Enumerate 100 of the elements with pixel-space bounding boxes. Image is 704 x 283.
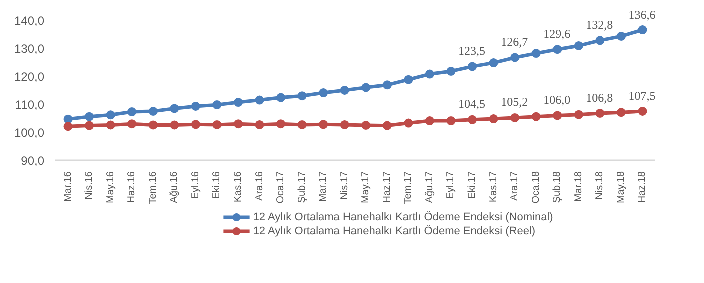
point <box>616 32 626 41</box>
point <box>128 120 137 129</box>
data-label: 132,8 <box>586 18 614 34</box>
point <box>255 96 264 105</box>
point <box>106 110 116 120</box>
point <box>255 120 264 130</box>
point <box>170 120 180 130</box>
x-tick-label: Şub.18 <box>552 171 564 204</box>
x-tick-label: Haz.16 <box>126 171 138 204</box>
x-tick-label: May.17 <box>360 171 372 204</box>
x-tick-label: Mar.18 <box>573 171 584 202</box>
x-tick-label: Ağu.17 <box>424 171 436 204</box>
point <box>85 112 94 122</box>
point <box>425 116 434 126</box>
point <box>638 26 648 35</box>
point <box>425 70 434 79</box>
data-label: 106,8 <box>586 90 614 106</box>
point <box>298 120 307 130</box>
x-tick-label: May.16 <box>105 171 116 204</box>
point <box>489 114 498 124</box>
point <box>276 120 286 129</box>
point <box>170 104 180 114</box>
point <box>319 88 328 98</box>
data-label: 107,5 <box>628 89 656 104</box>
x-tick-label: Eki.17 <box>467 171 478 200</box>
point <box>298 92 307 101</box>
point <box>148 107 158 116</box>
point <box>596 36 605 46</box>
x-tick-label: Nis.18 <box>594 171 606 200</box>
x-tick-label: Eyl.17 <box>446 171 457 200</box>
point <box>638 107 648 116</box>
data-label: 106,0 <box>544 93 571 108</box>
x-tick-label: Haz.17 <box>382 171 393 204</box>
point <box>340 86 350 95</box>
point <box>468 115 478 124</box>
point <box>319 120 328 130</box>
point <box>64 122 73 132</box>
x-tick-label: Tem.16 <box>148 171 159 204</box>
x-tick-label: Eyl.16 <box>190 171 202 200</box>
point <box>446 66 456 76</box>
point <box>212 120 222 130</box>
point <box>553 111 562 120</box>
y-tick-label: 130,0 <box>14 42 45 56</box>
point <box>340 120 350 130</box>
x-tick-label: Oca.18 <box>530 171 542 204</box>
y-tick-label: 100,0 <box>14 126 45 140</box>
x-tick-label: Eki.16 <box>212 171 223 200</box>
point <box>468 62 478 72</box>
legend-label: 12 Aylık Ortalama Hanehalkı Kartlı Ödeme Endeksi (Nominal) <box>253 210 554 224</box>
x-tick-label: Tem.17 <box>403 171 414 204</box>
x-tick-label: Oca.17 <box>276 171 287 204</box>
x-tick-label: Haz.18 <box>637 171 648 204</box>
point <box>234 98 243 108</box>
point <box>234 120 243 129</box>
y-tick-label: 140,0 <box>14 14 45 28</box>
point <box>85 121 94 130</box>
x-tick-label: Kas.17 <box>488 171 500 203</box>
point <box>574 41 584 50</box>
data-label: 105,2 <box>501 95 528 110</box>
point <box>596 108 605 118</box>
point <box>362 83 371 92</box>
point <box>276 93 286 102</box>
y-tick-label: 110,0 <box>15 98 45 112</box>
y-tick-label: 120,0 <box>14 70 45 84</box>
point <box>446 116 456 126</box>
point <box>362 121 371 130</box>
legend-label: 12 Aylık Ortalama Hanehalkı Kartlı Ödeme Endeksi (Reel) <box>253 224 536 238</box>
x-tick-label: Ara.17 <box>510 171 521 201</box>
data-label: 104,5 <box>458 97 486 112</box>
point <box>510 113 520 122</box>
point <box>532 49 541 58</box>
x-tick-label: Mar.16 <box>62 171 74 202</box>
point <box>616 108 626 118</box>
x-tick-label: Ağu.16 <box>169 171 180 204</box>
data-label: 123,5 <box>458 44 486 60</box>
x-tick-label: May.18 <box>616 171 627 204</box>
point <box>382 121 392 130</box>
y-tick-label: 90,0 <box>21 154 45 168</box>
x-tick-label: Şub.17 <box>296 171 308 204</box>
point <box>128 108 137 117</box>
data-label: 129,6 <box>544 27 571 42</box>
point <box>489 58 498 68</box>
data-label: 136,6 <box>628 8 656 23</box>
data-label: 126,7 <box>501 35 528 50</box>
point <box>212 100 222 110</box>
x-tick-label: Kas.16 <box>232 171 244 203</box>
point <box>191 102 200 111</box>
point <box>574 110 584 120</box>
point <box>148 120 158 130</box>
x-tick-label: Mar.17 <box>318 171 330 202</box>
point <box>404 75 414 84</box>
point <box>510 53 520 62</box>
point <box>532 112 541 122</box>
point <box>106 120 116 130</box>
x-tick-label: Nis.17 <box>339 171 350 200</box>
point <box>382 80 392 90</box>
point <box>404 118 414 128</box>
x-tick-label: Ara.16 <box>254 171 266 201</box>
x-tick-label: Nis.16 <box>84 171 96 200</box>
point <box>553 45 562 54</box>
